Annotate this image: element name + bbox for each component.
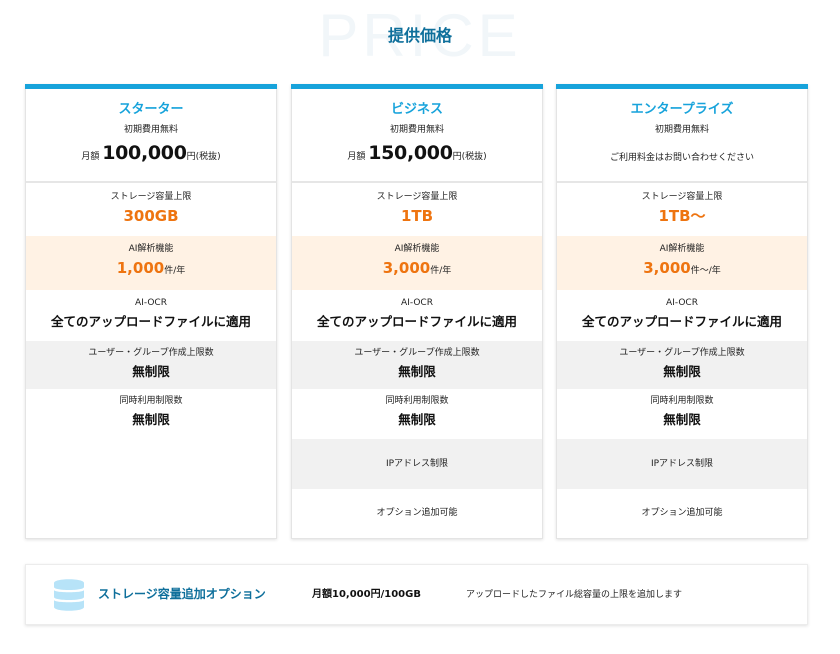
storage-row: ストレージ容量上限 300GB — [26, 183, 276, 236]
storage-row: ストレージ容量上限 1TB〜 — [557, 183, 807, 236]
user-limit-value: 無制限 — [132, 364, 170, 379]
ai-count: 3,000 — [382, 259, 431, 277]
ai-label: AI解析機能 — [128, 244, 174, 254]
monthly-price: 月額 150,000円(税抜) — [292, 142, 542, 168]
price-prefix: 月額 — [81, 152, 100, 162]
concurrent-row: 同時利用制限数 無制限 — [557, 389, 807, 439]
ocr-value: 全てのアップロードファイルに適用 — [581, 314, 782, 329]
option-available-label: オプション追加可能 — [641, 508, 723, 518]
ip-restriction-row: IPアドレス制限 — [557, 439, 807, 489]
ai-unit: 件/年 — [430, 266, 452, 276]
user-limit-row: ユーザー・グループ作成上限数 無制限 — [557, 341, 807, 389]
storage-value: 1TB — [400, 207, 434, 225]
card-header: エンタープライズ 初期費用無料 ご利用料金はお問い合わせください — [557, 89, 807, 183]
option-available-row: オプション追加可能 — [292, 489, 542, 537]
user-limit-value: 無制限 — [398, 364, 436, 379]
user-limit-row: ユーザー・グループ作成上限数 無制限 — [292, 341, 542, 389]
storage-value: 300GB — [123, 207, 179, 225]
initial-fee: 初期費用無料 — [389, 125, 444, 135]
concurrent-value: 無制限 — [663, 412, 701, 427]
plan-name: エンタープライズ — [630, 102, 734, 117]
section-header: PRICE 提供価格 — [0, 0, 840, 70]
price-contact-note: ご利用料金はお問い合わせください — [609, 153, 754, 163]
ocr-value: 全てのアップロードファイルに適用 — [50, 314, 251, 329]
concurrent-row: 同時利用制限数 無制限 — [292, 389, 542, 439]
ai-label: AI解析機能 — [659, 244, 705, 254]
ai-label: AI解析機能 — [394, 244, 440, 254]
user-limit-label: ユーザー・グループ作成上限数 — [88, 348, 214, 358]
ai-value: 1,000件/年 — [26, 259, 276, 280]
page-title: 提供価格 — [387, 26, 452, 45]
concurrent-value: 無制限 — [132, 412, 170, 427]
user-limit-label: ユーザー・グループ作成上限数 — [354, 348, 480, 358]
ai-row: AI解析機能 1,000件/年 — [26, 236, 276, 290]
card-header: スターター 初期費用無料 月額 100,000円(税抜) — [26, 89, 276, 183]
ai-row: AI解析機能 3,000件〜/年 — [557, 236, 807, 290]
ip-restriction-label: IPアドレス制限 — [650, 459, 714, 469]
ai-value: 3,000件〜/年 — [557, 259, 807, 280]
card-top-bar — [556, 84, 808, 89]
concurrent-label: 同時利用制限数 — [119, 396, 183, 406]
ocr-value: 全てのアップロードファイルに適用 — [316, 314, 517, 329]
storage-option-box: ストレージ容量追加オプション 月額10,000円/100GB アップロードしたフ… — [25, 564, 808, 625]
concurrent-value: 無制限 — [398, 412, 436, 427]
storage-option-description: アップロードしたファイル総容量の上限を追加します — [466, 590, 683, 600]
storage-label: ストレージ容量上限 — [641, 192, 723, 202]
ocr-row: AI-OCR 全てのアップロードファイルに適用 — [26, 290, 276, 341]
price-prefix: 月額 — [347, 152, 366, 162]
initial-fee: 初期費用無料 — [123, 125, 178, 135]
concurrent-row: 同時利用制限数 無制限 — [26, 389, 276, 439]
ocr-row: AI-OCR 全てのアップロードファイルに適用 — [557, 290, 807, 341]
background-word: PRICE — [318, 2, 522, 69]
concurrent-label: 同時利用制限数 — [385, 396, 449, 406]
user-limit-value: 無制限 — [663, 364, 701, 379]
storage-row: ストレージ容量上限 1TB — [292, 183, 542, 236]
plan-card-business: ビジネス 初期費用無料 月額 150,000円(税抜) ストレージ容量上限 1T… — [291, 84, 543, 539]
storage-label: ストレージ容量上限 — [110, 192, 192, 202]
storage-label: ストレージ容量上限 — [376, 192, 458, 202]
user-limit-row: ユーザー・グループ作成上限数 無制限 — [26, 341, 276, 389]
storage-value: 1TB〜 — [658, 207, 706, 225]
card-top-bar — [291, 84, 543, 89]
ai-value: 3,000件/年 — [292, 259, 542, 280]
ai-count: 3,000 — [643, 259, 691, 277]
option-available-row: オプション追加可能 — [557, 489, 807, 537]
initial-fee: 初期費用無料 — [654, 125, 709, 135]
ocr-row: AI-OCR 全てのアップロードファイルに適用 — [292, 290, 542, 341]
card-top-bar — [25, 84, 277, 89]
ai-count: 1,000 — [116, 259, 165, 277]
ai-unit: 件〜/年 — [690, 266, 721, 276]
concurrent-label: 同時利用制限数 — [650, 396, 714, 406]
user-limit-label: ユーザー・グループ作成上限数 — [619, 348, 745, 358]
ocr-label: AI-OCR — [401, 298, 433, 308]
price-amount: 100,000 — [102, 142, 187, 164]
price-suffix: 円(税抜) — [186, 152, 221, 162]
ai-unit: 件/年 — [164, 266, 186, 276]
option-available-label: オプション追加可能 — [376, 508, 458, 518]
plan-card-enterprise: エンタープライズ 初期費用無料 ご利用料金はお問い合わせください ストレージ容量… — [556, 84, 808, 539]
storage-option-title: ストレージ容量追加オプション — [98, 587, 266, 601]
plan-card-starter: スターター 初期費用無料 月額 100,000円(税抜) ストレージ容量上限 3… — [25, 84, 277, 539]
database-icon — [54, 579, 84, 611]
price-suffix: 円(税抜) — [452, 152, 487, 162]
ip-restriction-row: IPアドレス制限 — [292, 439, 542, 489]
ip-restriction-label: IPアドレス制限 — [385, 459, 449, 469]
card-header: ビジネス 初期費用無料 月額 150,000円(税抜) — [292, 89, 542, 183]
plan-name: スターター — [118, 102, 184, 117]
ocr-label: AI-OCR — [135, 298, 167, 308]
plan-name: ビジネス — [390, 102, 443, 117]
price-amount: 150,000 — [368, 142, 453, 164]
storage-option-price: 月額10,000円/100GB — [312, 589, 421, 600]
ocr-label: AI-OCR — [666, 298, 698, 308]
ai-row: AI解析機能 3,000件/年 — [292, 236, 542, 290]
monthly-price: 月額 100,000円(税抜) — [26, 142, 276, 168]
